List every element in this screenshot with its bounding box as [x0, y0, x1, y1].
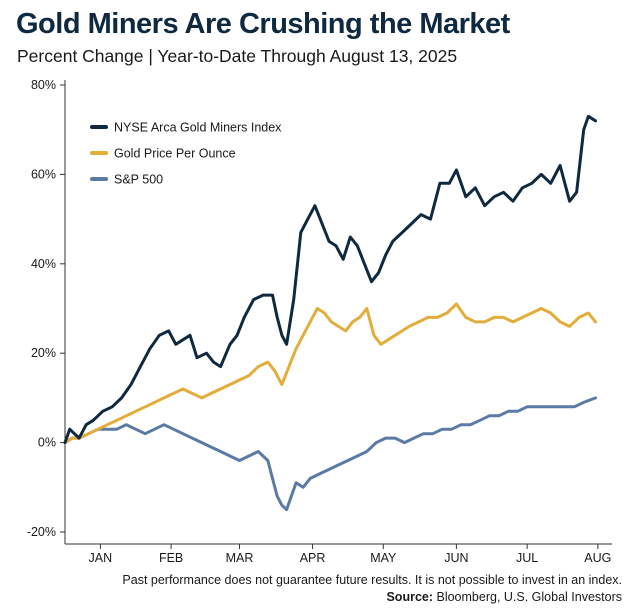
- x-tick-label: JUN: [444, 551, 468, 565]
- chart-title: Gold Miners Are Crushing the Market: [16, 8, 510, 40]
- source-note: Source: Bloomberg, U.S. Global Investors: [386, 590, 622, 604]
- series-line-sp500: [63, 396, 597, 512]
- x-tick-label: APR: [300, 551, 326, 565]
- source-text: Bloomberg, U.S. Global Investors: [433, 590, 622, 604]
- y-tick-label: -20%: [27, 525, 56, 539]
- x-tick-label: MAR: [226, 551, 254, 565]
- line-chart: -20% 0% 20% 40% 60% 80% JAN FEB MAR APR MAY JUN JUL A…: [27, 78, 612, 565]
- legend-label-miners: NYSE Arca Gold Miners Index: [114, 121, 282, 135]
- x-tick-label: JAN: [89, 551, 113, 565]
- series-line-miners: [63, 114, 597, 445]
- x-tick-label: JUL: [516, 551, 538, 565]
- x-tick-label: AUG: [584, 551, 611, 565]
- legend-label-gold: Gold Price Per Ounce: [114, 147, 236, 161]
- legend-label-sp500: S&P 500: [114, 173, 163, 187]
- y-tick-label: 0%: [38, 436, 56, 450]
- y-tick-label: 60%: [31, 167, 56, 181]
- x-tick-label: MAY: [370, 551, 397, 565]
- x-tick-label: FEB: [159, 551, 183, 565]
- y-tick-label: 40%: [31, 257, 56, 271]
- source-label: Source:: [386, 590, 434, 604]
- series-line-gold: [63, 302, 597, 445]
- y-tick-label: 80%: [31, 78, 56, 92]
- y-tick-label: 20%: [31, 346, 56, 360]
- chart-subtitle: Percent Change | Year-to-Date Through Au…: [17, 46, 458, 66]
- disclaimer-note: Past performance does not guarantee futu…: [122, 573, 622, 587]
